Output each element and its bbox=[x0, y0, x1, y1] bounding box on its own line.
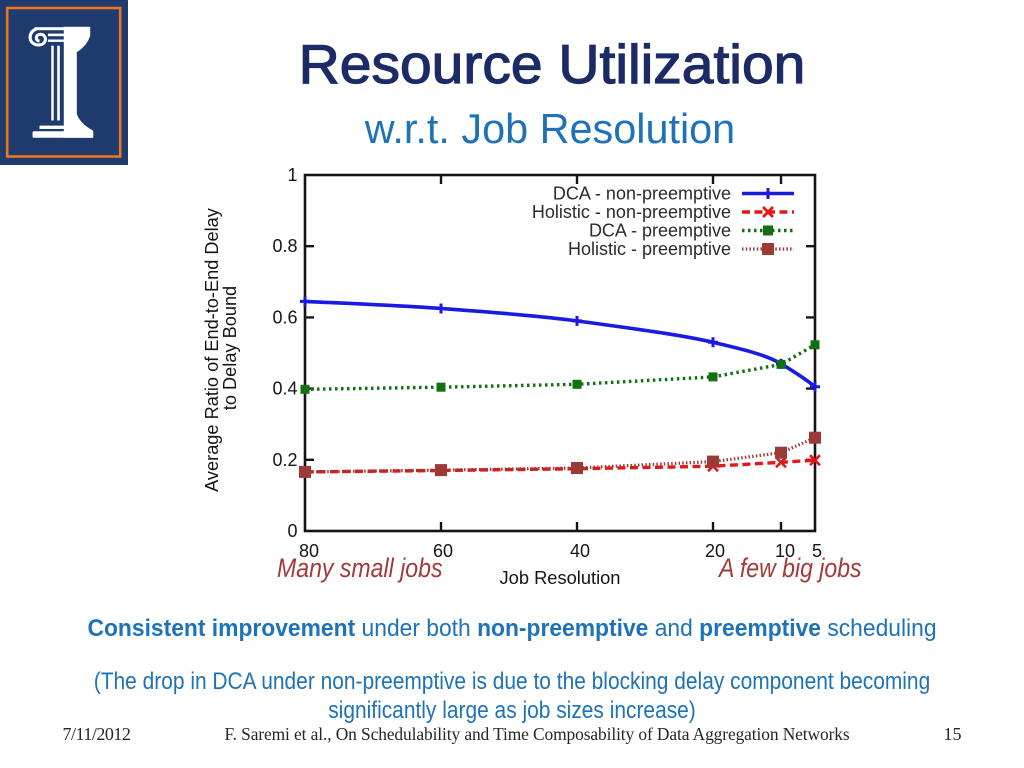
svg-text:0: 0 bbox=[287, 521, 297, 541]
svg-text:0.4: 0.4 bbox=[272, 379, 297, 399]
svg-text:80: 80 bbox=[299, 541, 319, 561]
svg-text:to Delay Bound: to Delay Bound bbox=[220, 286, 240, 410]
svg-text:Holistic - preemptive: Holistic - preemptive bbox=[568, 239, 731, 259]
svg-text:Average Ratio of End-to-End De: Average Ratio of End-to-End Delay bbox=[202, 207, 222, 492]
svg-text:0.8: 0.8 bbox=[272, 236, 297, 256]
svg-text:40: 40 bbox=[570, 541, 590, 561]
svg-text:10: 10 bbox=[775, 541, 795, 561]
svg-text:DCA - preemptive: DCA - preemptive bbox=[589, 221, 731, 241]
svg-text:0.2: 0.2 bbox=[272, 450, 297, 470]
svg-text:Holistic - non-preemptive: Holistic - non-preemptive bbox=[532, 202, 731, 222]
svg-text:20: 20 bbox=[705, 541, 725, 561]
svg-text:1: 1 bbox=[287, 165, 297, 185]
svg-text:60: 60 bbox=[433, 541, 453, 561]
svg-text:0.6: 0.6 bbox=[272, 307, 297, 327]
svg-text:5: 5 bbox=[812, 541, 822, 561]
svg-text:Job Resolution: Job Resolution bbox=[500, 567, 621, 588]
svg-text:DCA - non-preemptive: DCA - non-preemptive bbox=[553, 184, 731, 204]
